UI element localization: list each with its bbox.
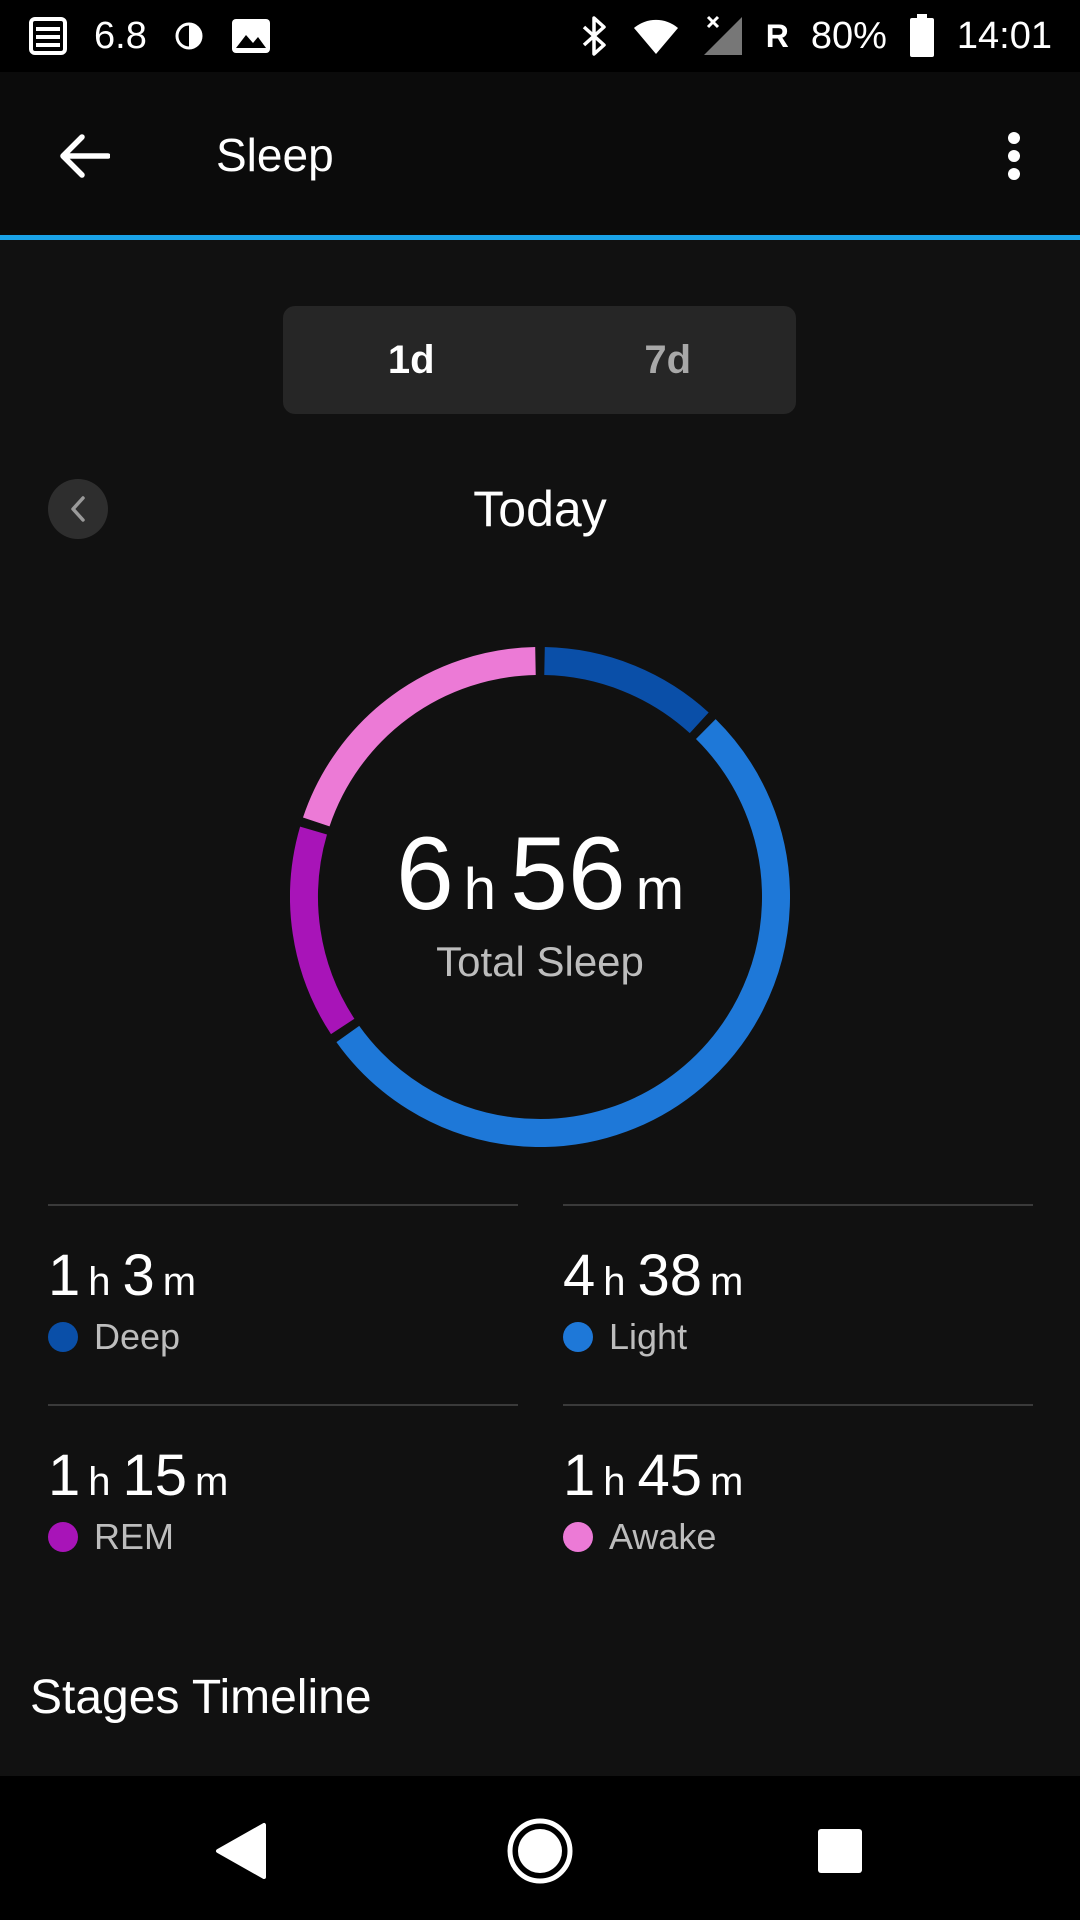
date-label: Today	[473, 481, 607, 537]
total-hours: 6	[395, 816, 454, 932]
cellular-signal-icon	[702, 15, 744, 57]
stage-minutes-unit: m	[710, 1460, 744, 1504]
stage-stat-rem: 1 h 15 m REM	[48, 1404, 518, 1584]
nav-back-button[interactable]	[195, 1806, 285, 1896]
donut-segment-rem	[290, 826, 355, 1035]
stage-minutes-unit: m	[710, 1260, 744, 1304]
status-bar: 6.8	[0, 0, 1080, 72]
nav-home-icon	[507, 1818, 573, 1884]
stage-label: Awake	[609, 1516, 717, 1557]
stage-label: Deep	[94, 1316, 181, 1357]
range-toggle: 1d 7d	[283, 306, 796, 414]
stage-hours: 4	[563, 1243, 596, 1308]
stage-minutes: 15	[122, 1443, 188, 1508]
donut-segment-awake	[302, 647, 536, 827]
nav-home-button[interactable]	[495, 1806, 585, 1896]
total-minutes: 56	[510, 816, 626, 932]
stage-stat-awake: 1 h 45 m Awake	[563, 1404, 1033, 1584]
image-icon	[231, 18, 271, 54]
nav-recents-icon	[818, 1829, 862, 1873]
donut-segment-light	[336, 719, 790, 1147]
stage-minutes: 45	[637, 1443, 703, 1508]
battery-icon	[909, 14, 935, 58]
stage-hours: 1	[563, 1443, 596, 1508]
stage-label: REM	[94, 1516, 174, 1557]
previous-day-button[interactable]	[48, 479, 108, 539]
clock: 14:01	[956, 14, 1052, 57]
battery-percent: 80%	[810, 14, 887, 57]
contrast-icon	[173, 20, 205, 52]
roaming-indicator: R	[765, 17, 789, 54]
stage-minutes: 38	[637, 1243, 703, 1308]
wifi-icon	[632, 16, 680, 56]
nav-back-icon	[216, 1823, 266, 1879]
page-title: Sleep	[216, 129, 334, 181]
status-left-text: 6.8	[94, 14, 147, 57]
overflow-menu-button[interactable]	[982, 116, 1046, 196]
stage-hours-unit: h	[88, 1460, 111, 1504]
total-hours-unit: h	[463, 857, 497, 922]
stage-hours-unit: h	[603, 1260, 626, 1304]
sleep-stages-donut	[290, 647, 790, 1147]
stage-hours-unit: h	[603, 1460, 626, 1504]
notification-list-icon	[28, 16, 68, 56]
stages-timeline-title: Stages Timeline	[30, 1671, 372, 1724]
bluetooth-icon	[580, 15, 610, 57]
total-sleep-value: 6 h 56 m	[0, 815, 1080, 934]
total-sleep-label: Total Sleep	[436, 938, 644, 985]
chevron-left-icon	[71, 496, 85, 522]
stage-minutes-unit: m	[162, 1260, 197, 1304]
legend-dot-rem	[48, 1522, 78, 1552]
nav-recents-button[interactable]	[795, 1806, 885, 1896]
system-nav-bar	[0, 1776, 1080, 1920]
donut-segment-deep	[544, 647, 709, 734]
legend-dot-awake	[563, 1522, 593, 1552]
stage-minutes-unit: m	[195, 1460, 229, 1504]
stage-minutes: 3	[122, 1243, 155, 1308]
more-vert-icon	[1008, 132, 1020, 180]
legend-dot-light	[563, 1322, 593, 1352]
stage-hours: 1	[48, 1243, 81, 1308]
range-1d-button[interactable]: 1d	[387, 337, 435, 382]
stage-hours: 1	[48, 1443, 81, 1508]
stage-stat-light: 4 h 38 m Light	[563, 1204, 1033, 1384]
arrow-left-icon	[60, 134, 110, 178]
total-minutes-unit: m	[635, 857, 685, 922]
legend-dot-deep	[48, 1322, 78, 1352]
back-button[interactable]	[44, 116, 124, 196]
stage-hours-unit: h	[88, 1260, 111, 1304]
range-7d-button[interactable]: 7d	[644, 337, 692, 382]
app-bar: Sleep	[0, 72, 1080, 240]
stage-label: Light	[609, 1316, 688, 1357]
